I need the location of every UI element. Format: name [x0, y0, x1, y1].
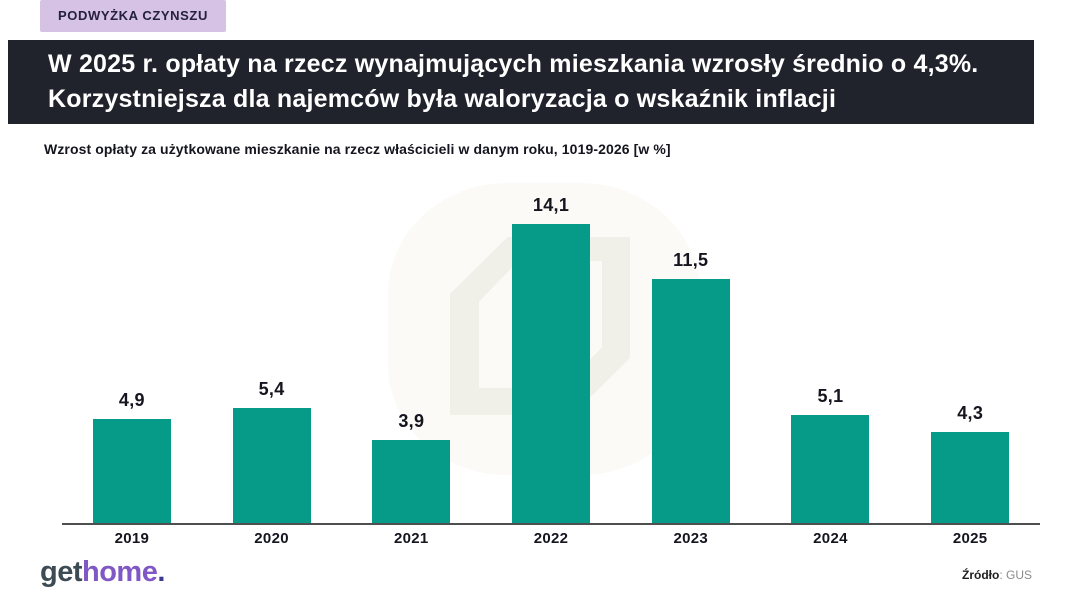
x-axis-label-2022: 2022 [533, 530, 569, 547]
bar-value-label-2020: 5,4 [258, 379, 285, 399]
chart-subtitle: Wzrost opłaty za użytkowane mieszkanie n… [44, 141, 671, 157]
category-badge: PODWYŻKA CZYNSZU [40, 0, 226, 32]
gethome-logo: gethome. [40, 556, 165, 589]
x-axis-label-2021: 2021 [394, 530, 429, 547]
bar-column-2024: 5,1 [761, 386, 901, 523]
bar-value-label-2024: 5,1 [817, 386, 844, 406]
bar-2022 [512, 224, 591, 523]
bar-2021 [372, 440, 451, 523]
x-axis-label-2023: 2023 [673, 530, 709, 547]
logo-part-home: home [82, 556, 158, 588]
bar-value-label-2025: 4,3 [957, 403, 984, 423]
logo-part-get: get [40, 556, 83, 588]
bar-2023 [651, 279, 730, 523]
bar-value-label-2021: 3,9 [398, 411, 425, 431]
source-label: Źródło [962, 568, 1000, 582]
headline-text: W 2025 r. opłaty na rzecz wynajmujących … [48, 50, 979, 113]
x-axis-labels: 2019 2020 2021 2022 2023 2024 2025 [62, 530, 1040, 547]
bar-chart-plot-area: 4,9 5,4 3,9 14,1 11,5 5,1 4,3 [62, 170, 1040, 523]
bar-2025 [931, 432, 1010, 523]
bar-2024 [791, 415, 870, 523]
bar-column-2025: 4,3 [900, 403, 1040, 523]
headline-banner: W 2025 r. opłaty na rzecz wynajmujących … [8, 40, 1034, 124]
bar-2019 [92, 419, 171, 523]
x-axis-label-2025: 2025 [952, 530, 988, 547]
bar-column-2021: 3,9 [341, 411, 481, 523]
x-axis-label-2019: 2019 [114, 530, 150, 547]
x-axis-line [62, 523, 1040, 525]
source-note: Źródło: GUS [962, 568, 1032, 582]
bar-value-label-2019: 4,9 [118, 390, 145, 410]
bar-value-label-2023: 11,5 [673, 250, 709, 270]
source-value: : GUS [999, 568, 1032, 582]
x-axis-label-2024: 2024 [813, 530, 848, 547]
bar-value-label-2022: 14,1 [532, 195, 570, 215]
x-axis-label-2020: 2020 [254, 530, 289, 547]
bar-column-2020: 5,4 [202, 379, 342, 523]
bar-column-2022: 14,1 [481, 195, 621, 523]
bar-2020 [232, 408, 311, 523]
bar-column-2023: 11,5 [621, 250, 761, 523]
bar-column-2019: 4,9 [62, 390, 202, 523]
logo-part-dot: . [157, 556, 165, 588]
